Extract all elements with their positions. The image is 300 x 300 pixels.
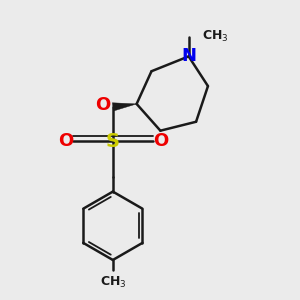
Text: N: N (181, 47, 196, 65)
Text: O: O (95, 96, 110, 114)
Text: O: O (58, 132, 73, 150)
Text: O: O (153, 132, 168, 150)
Text: CH$_3$: CH$_3$ (100, 275, 126, 290)
Text: CH$_3$: CH$_3$ (202, 28, 229, 44)
Text: S: S (106, 132, 120, 151)
Polygon shape (112, 103, 136, 111)
